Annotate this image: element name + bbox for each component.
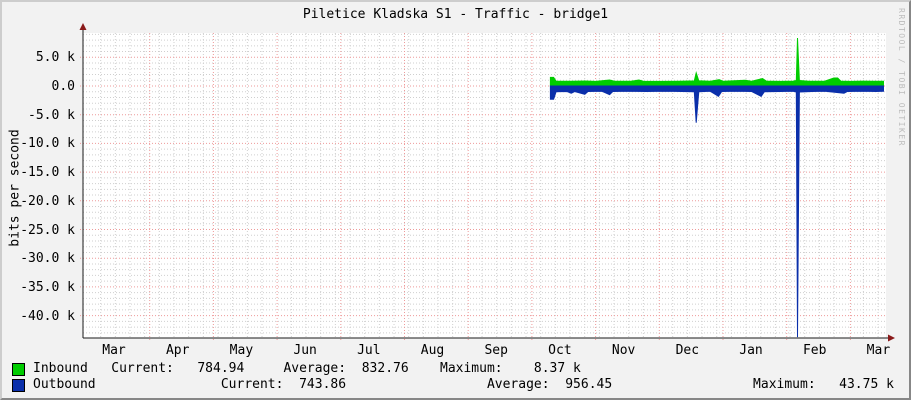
x-tick-label: Oct xyxy=(548,343,572,358)
outbound-color-swatch xyxy=(12,378,25,392)
x-tick-label: Jun xyxy=(293,343,317,358)
x-tick-label: Apr xyxy=(165,343,190,358)
y-tick-label: -10.0 k xyxy=(20,136,75,152)
y-tick-label: -30.0 k xyxy=(20,251,75,267)
x-tick-label: Feb xyxy=(802,343,827,358)
legend-row-outbound: Outbound Current: 743.86 Average: 956.45… xyxy=(12,378,894,392)
legend-inbound-text: Inbound Current: 784.94 Average: 832.76 … xyxy=(33,361,581,376)
rrdtool-watermark: RRDTOOL / TOBI OETIKER xyxy=(897,8,906,147)
y-tick-label: -40.0 k xyxy=(20,308,75,324)
y-tick-label: -20.0 k xyxy=(20,193,75,209)
x-tick-label: Nov xyxy=(611,343,636,358)
y-tick-label: -15.0 k xyxy=(20,165,75,181)
legend-outbound-text: Outbound Current: 743.86 Average: 956.45… xyxy=(33,377,894,392)
inbound-color-swatch xyxy=(12,362,25,376)
x-tick-label: Mar xyxy=(102,343,126,358)
y-tick-label: -25.0 k xyxy=(20,222,75,238)
y-tick-label: -5.0 k xyxy=(28,107,75,123)
x-tick-label: Jan xyxy=(739,343,763,358)
x-tick-label: Dec xyxy=(675,343,700,358)
y-tick-label: 0.0 xyxy=(51,79,75,94)
graph-title: Piletice Kladska S1 - Traffic - bridge1 xyxy=(302,7,609,22)
legend-row-inbound: Inbound Current: 784.94 Average: 832.76 … xyxy=(12,362,581,376)
x-tick-label: Mar xyxy=(866,343,891,358)
y-tick-label: -35.0 k xyxy=(20,279,75,295)
x-tick-label: Sep xyxy=(484,343,508,358)
x-tick-label: Jul xyxy=(357,343,381,358)
x-tick-label: Aug xyxy=(420,343,445,358)
x-tick-label: May xyxy=(229,343,254,358)
y-tick-label: 5.0 k xyxy=(35,50,75,66)
